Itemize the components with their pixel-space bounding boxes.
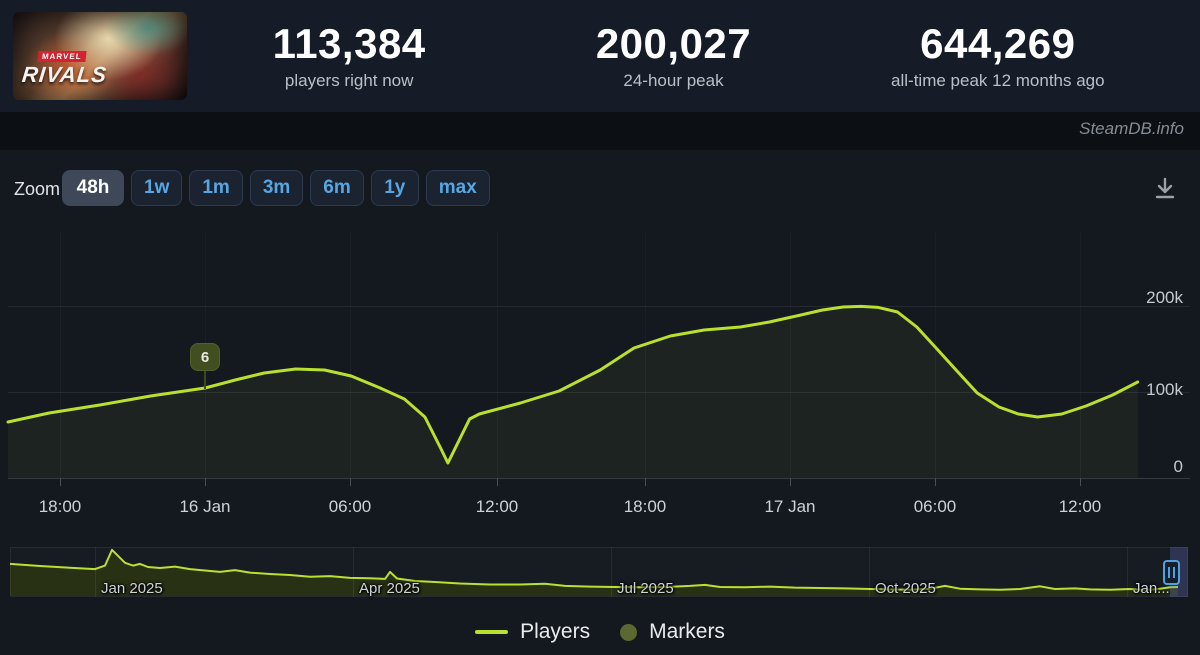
rivals-logo-text: RIVALS — [20, 62, 109, 87]
download-icon[interactable] — [1150, 174, 1180, 204]
legend-circle-swatch — [620, 623, 638, 641]
zoom-label: Zoom — [14, 179, 61, 199]
stat-24h-peak: 200,027 24-hour peak — [511, 21, 835, 91]
navigator-gridline — [353, 547, 354, 597]
gridline-v — [60, 232, 61, 478]
gridline-v — [1080, 232, 1081, 478]
x-axis-tick — [497, 478, 498, 486]
stat-all-time-peak: 644,269 all-time peak 12 months ago — [836, 21, 1160, 91]
players-line — [6, 304, 1140, 465]
watermark-strip: SteamDB.info — [0, 112, 1200, 150]
gridline-v — [935, 232, 936, 478]
stat-current-players: 113,384 players right now — [187, 21, 511, 91]
navigator-gridline — [95, 547, 96, 597]
gridline-h — [8, 306, 1190, 307]
chart-legend: Players Markers — [0, 620, 1200, 644]
zoom-range-buttons: 48h 1w 1m 3m 6m 1y max — [62, 170, 490, 206]
x-axis-tick — [790, 478, 791, 486]
legend-item-markers[interactable]: Markers — [620, 620, 725, 644]
marker-badge[interactable]: 6 — [190, 343, 220, 371]
y-axis-label: 100k — [1146, 380, 1183, 399]
navigator-handle[interactable] — [1163, 560, 1180, 585]
zoom-range-1y[interactable]: 1y — [370, 170, 419, 206]
gridline-v — [497, 232, 498, 478]
x-axis-label: 17 Jan — [764, 497, 816, 516]
game-logo: MARVEL RIVALS — [20, 46, 110, 87]
navigator-label: Jan... — [1133, 580, 1170, 597]
x-axis-label: 18:00 — [38, 497, 82, 516]
zoom-range-1w[interactable]: 1w — [131, 170, 183, 206]
gridline-v — [645, 232, 646, 478]
marvel-logo-text: MARVEL — [37, 51, 87, 62]
navigator-label: Jul 2025 — [617, 580, 674, 597]
navigator[interactable] — [10, 547, 1188, 597]
y-axis-label: 200k — [1146, 288, 1183, 307]
stat-current-players-value: 113,384 — [272, 20, 426, 67]
navigator-label: Oct 2025 — [875, 580, 936, 597]
x-axis-tick — [350, 478, 351, 486]
x-axis-label: 16 Jan — [179, 497, 231, 516]
zoom-range-48h[interactable]: 48h — [62, 170, 124, 206]
navigator-gridline — [869, 547, 870, 597]
x-axis-tick — [60, 478, 61, 486]
x-axis-tick — [1080, 478, 1081, 486]
x-axis-label: 06:00 — [328, 497, 372, 516]
legend-line-swatch — [475, 630, 509, 634]
navigator-label: Jan 2025 — [101, 580, 163, 597]
x-axis-tick — [205, 478, 206, 486]
legend-item-players[interactable]: Players — [475, 620, 590, 644]
x-axis-tick — [645, 478, 646, 486]
x-axis-tick — [935, 478, 936, 486]
legend-label: Players — [520, 620, 591, 643]
zoom-range-3m[interactable]: 3m — [249, 170, 304, 206]
zoom-range-1m[interactable]: 1m — [189, 170, 243, 206]
stat-current-players-label: players right now — [284, 71, 414, 90]
stat-all-time-peak-label: all-time peak 12 months ago — [891, 71, 1105, 90]
gridline-v — [790, 232, 791, 478]
x-axis-label: 06:00 — [913, 497, 957, 516]
x-axis-label: 12:00 — [1058, 497, 1102, 516]
navigator-label: Apr 2025 — [359, 580, 420, 597]
x-axis-label: 18:00 — [623, 497, 667, 516]
gridline-v — [350, 232, 351, 478]
game-capsule-image[interactable]: MARVEL RIVALS — [13, 12, 187, 100]
steamdb-watermark: SteamDB.info — [1079, 119, 1184, 138]
y-axis-label: 0 — [1173, 457, 1183, 476]
navigator-gridline — [611, 547, 612, 597]
gridline-h — [8, 392, 1190, 393]
zoom-range-max[interactable]: max — [425, 170, 490, 206]
legend-label: Markers — [649, 620, 725, 643]
marker-stem — [204, 369, 206, 389]
gridline-h — [8, 478, 1190, 479]
x-axis-label: 12:00 — [475, 497, 519, 516]
zoom-range-6m[interactable]: 6m — [310, 170, 364, 206]
stats-row: 113,384 players right now 200,027 24-hour p… — [187, 21, 1160, 91]
stat-24h-peak-label: 24-hour peak — [623, 71, 724, 90]
stat-all-time-peak-value: 644,269 — [920, 20, 1076, 67]
navigator-gridline — [1127, 547, 1128, 597]
stat-24h-peak-value: 200,027 — [595, 20, 752, 67]
header: MARVEL RIVALS 113,384 players right now 20… — [0, 0, 1200, 112]
